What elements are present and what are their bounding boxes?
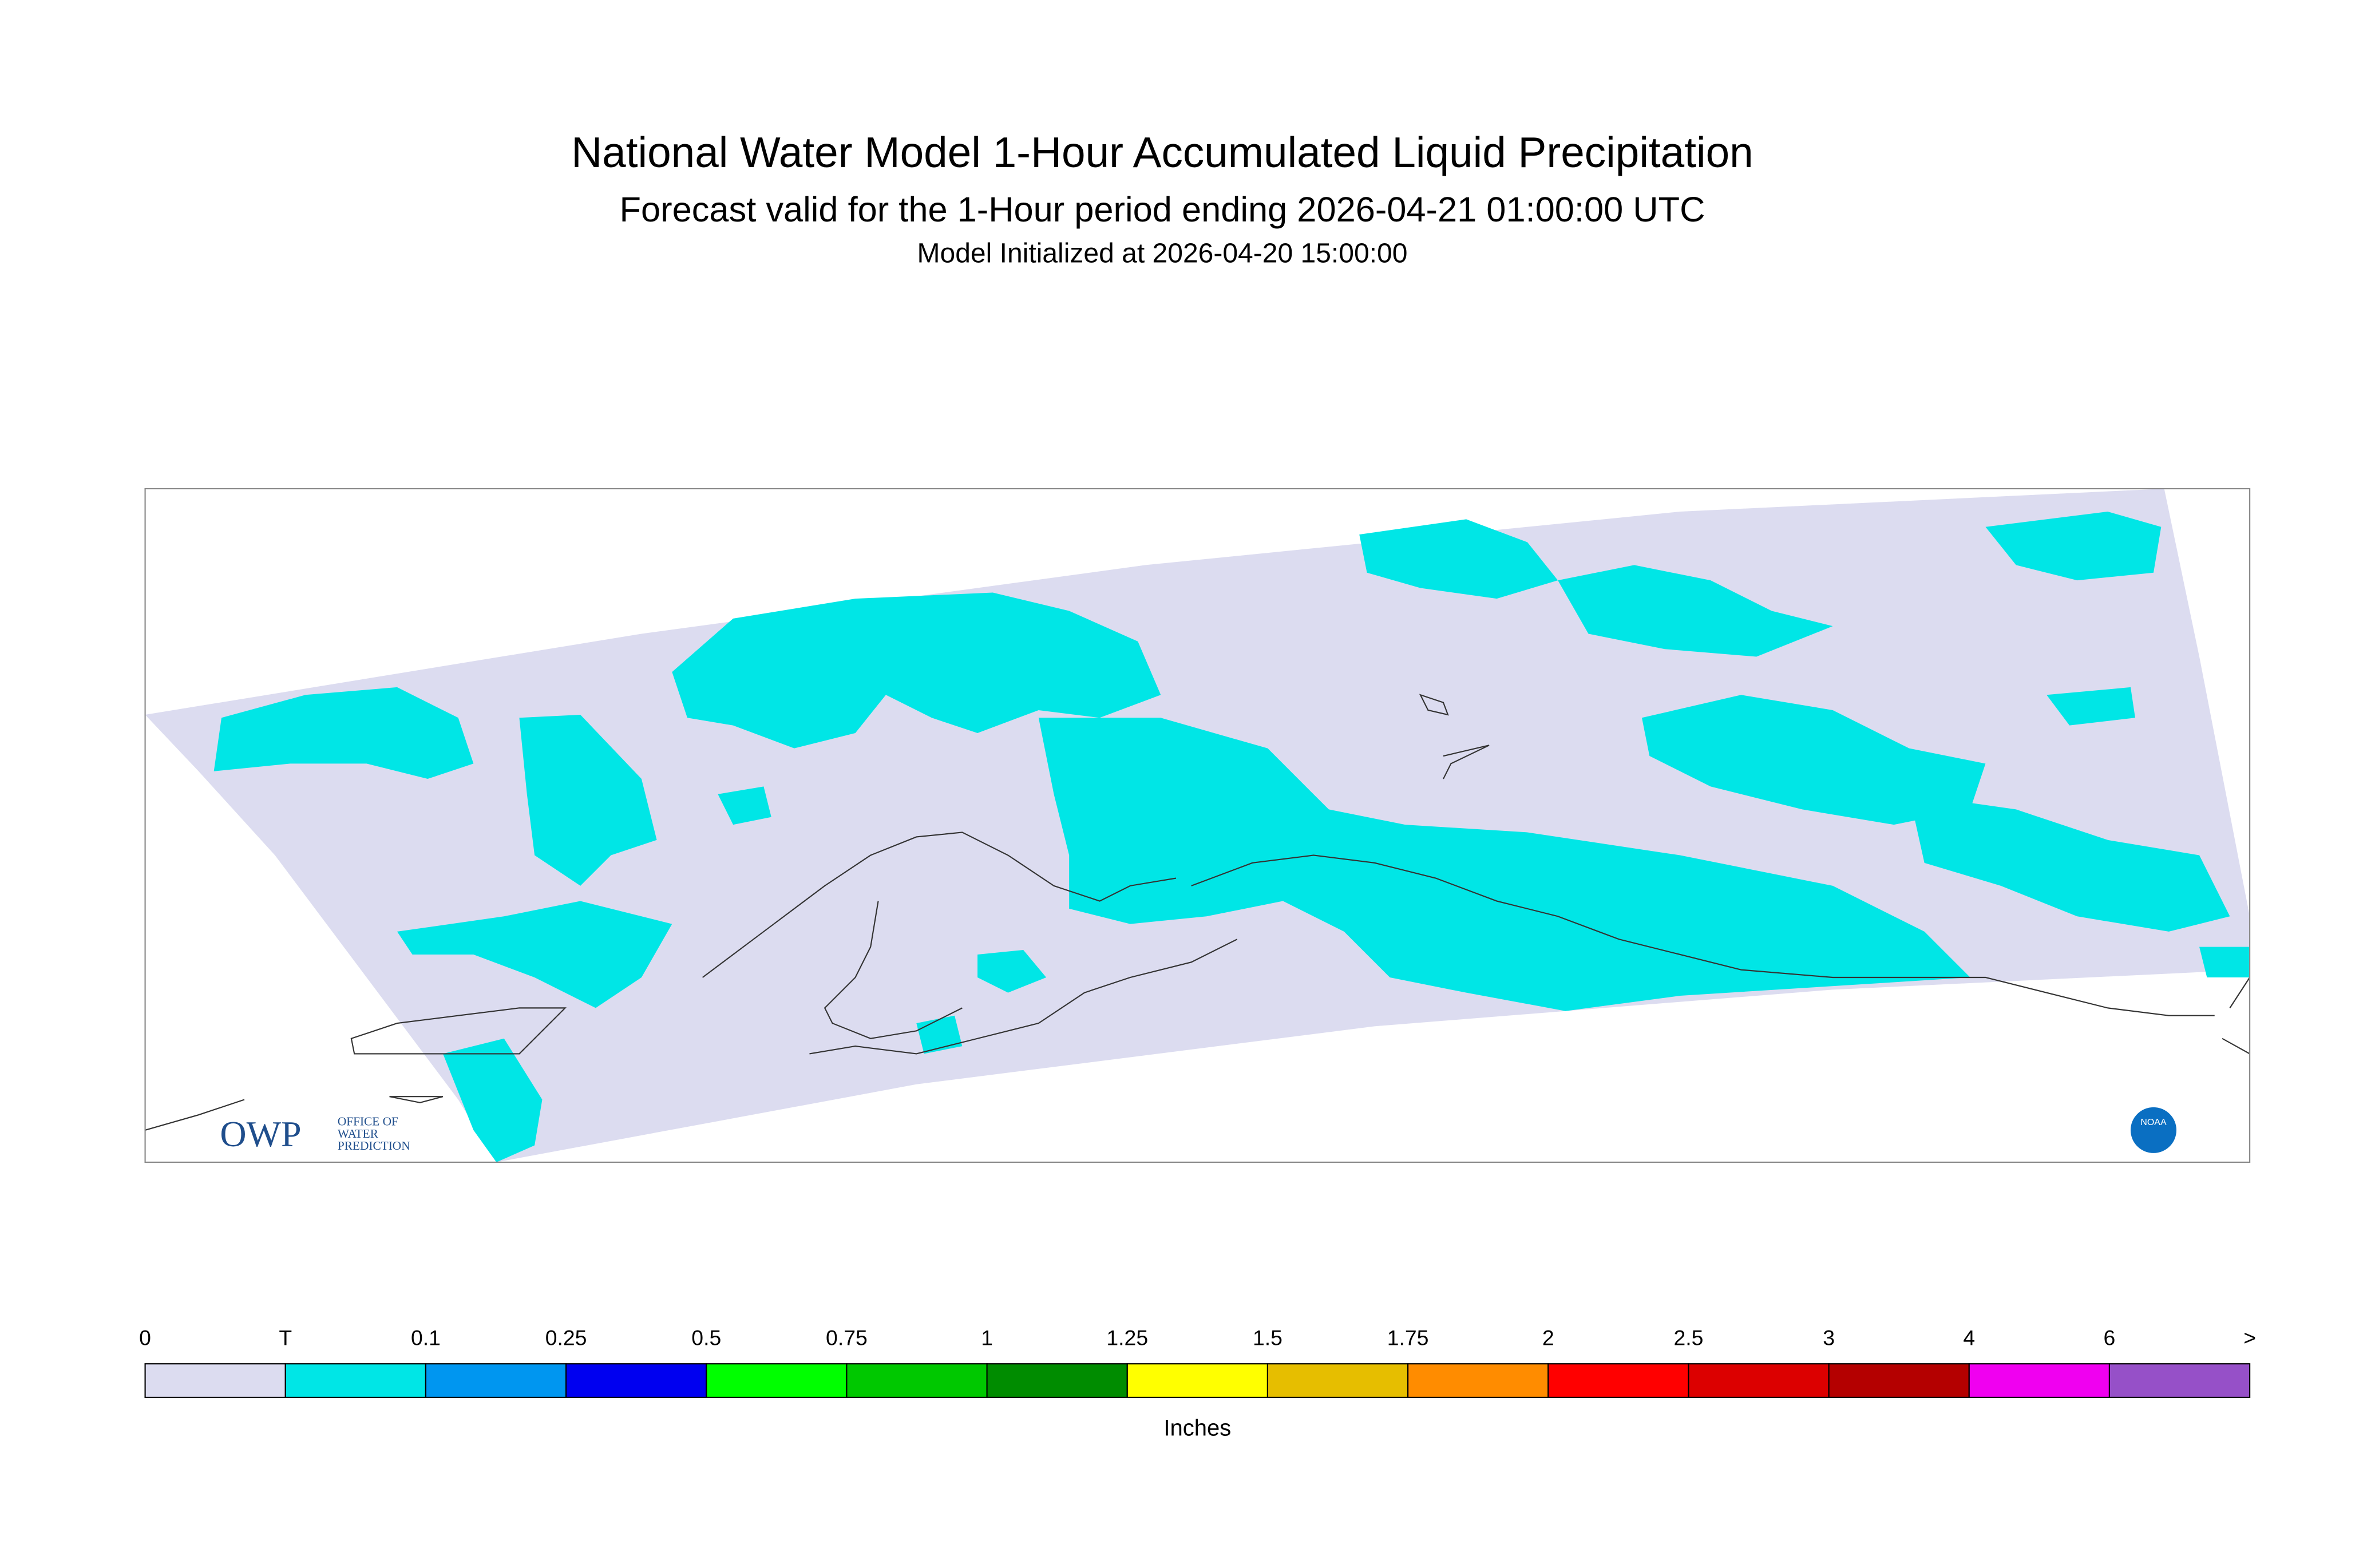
colorbar-swatch (1968, 1363, 2111, 1398)
colorbar-swatch (425, 1363, 567, 1398)
colorbar-swatch (1126, 1363, 1268, 1398)
colorbar-label: 0.5 (691, 1325, 721, 1349)
map (145, 488, 2250, 1162)
colorbar-swatch (986, 1363, 1128, 1398)
colorbar-swatch (1407, 1363, 1549, 1398)
colorbar-swatch (1828, 1363, 1970, 1398)
colorbar-label: 3 (1823, 1325, 1835, 1349)
colorbar-swatch (1547, 1363, 1689, 1398)
colorbar-label: 2.5 (1673, 1325, 1703, 1349)
owp-logo-line: WATER (338, 1127, 379, 1141)
title: National Water Model 1-Hour Accumulated … (571, 128, 1753, 176)
colorbar-swatch (1266, 1363, 1409, 1398)
init-time: Model Initialized at 2026-04-20 15:00:00 (917, 238, 1408, 268)
colorbar-label: 0.75 (826, 1325, 868, 1349)
precip-areas (213, 512, 2250, 1162)
colorbar-label: 1.5 (1253, 1325, 1282, 1349)
owp-logo-line: OFFICE OF (338, 1114, 398, 1128)
colorbar-label: 0.1 (411, 1325, 441, 1349)
colorbar-label: 6 (2104, 1325, 2116, 1349)
colorbar-label: T (279, 1325, 292, 1349)
map-frame (144, 488, 2251, 1163)
noaa-logo-text: NOAA (2140, 1118, 2167, 1127)
colorbar-swatch (284, 1363, 426, 1398)
owp-logo: OWP (220, 1114, 301, 1154)
colorbar-label: 2 (1542, 1325, 1554, 1349)
colorbar-swatch (706, 1363, 848, 1398)
colorbar-label: 0.25 (545, 1325, 587, 1349)
colorbar-swatch (846, 1363, 988, 1398)
colorbar-swatch (2108, 1363, 2251, 1398)
colorbar-label: > (2243, 1325, 2256, 1349)
colorbar-label: 1.25 (1106, 1325, 1148, 1349)
colorbar-swatch (565, 1363, 707, 1398)
colorbar-swatch (144, 1363, 286, 1398)
colorbar-label: 0 (139, 1325, 151, 1349)
colorbar-label: 1.75 (1387, 1325, 1429, 1349)
coastlines (145, 694, 2250, 1131)
colorbar-swatch (1688, 1363, 1830, 1398)
noaa-logo (2130, 1107, 2177, 1153)
colorbar: 0 T 0.1 0.25 0.5 0.75 1 1.25 1.5 1.75 2 2.5 3 4 6 > (139, 1325, 2256, 1398)
subtitle: Forecast valid for the 1-Hour period end… (620, 190, 1705, 229)
owp-logo-line: PREDICTION (338, 1139, 410, 1153)
colorbar-label: 1 (981, 1325, 993, 1349)
colorbar-unit: Inches (1163, 1416, 1231, 1441)
colorbar-label: 4 (1963, 1325, 1975, 1349)
